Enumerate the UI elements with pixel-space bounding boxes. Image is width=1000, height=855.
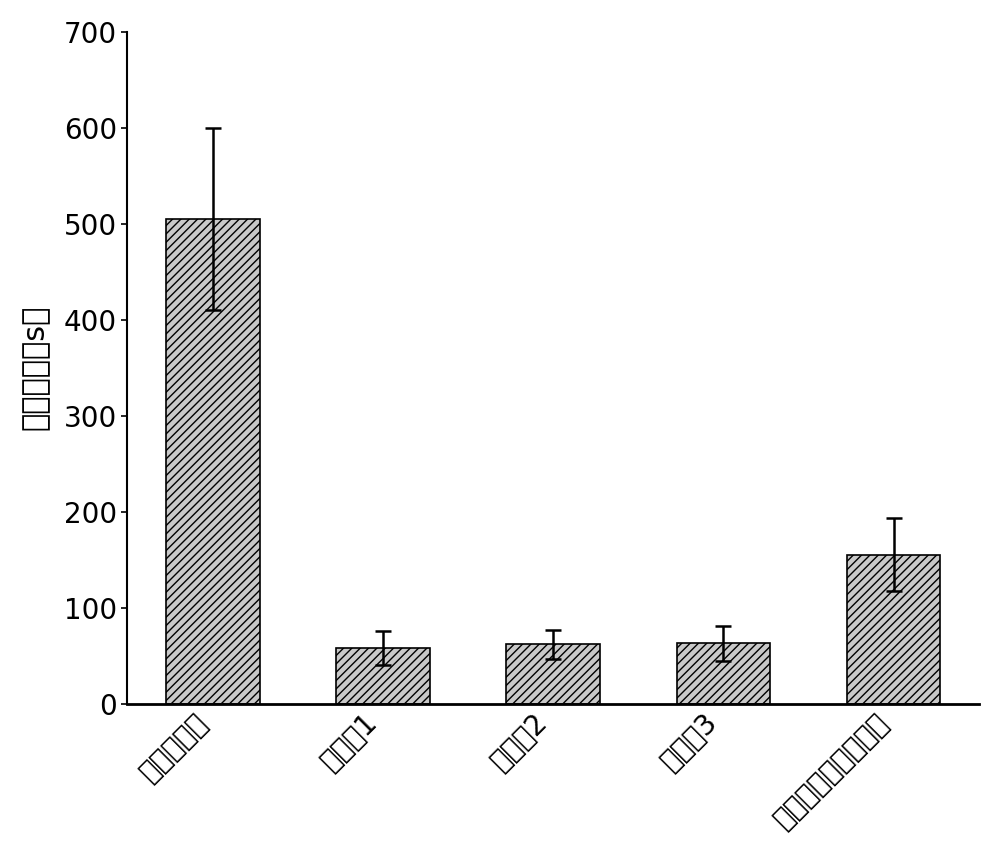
Bar <box>336 648 430 704</box>
Y-axis label: 出血时间（s）: 出血时间（s） <box>21 305 50 430</box>
Bar <box>677 643 770 704</box>
Bar <box>847 555 940 704</box>
Bar <box>506 644 600 704</box>
Bar <box>166 219 260 704</box>
